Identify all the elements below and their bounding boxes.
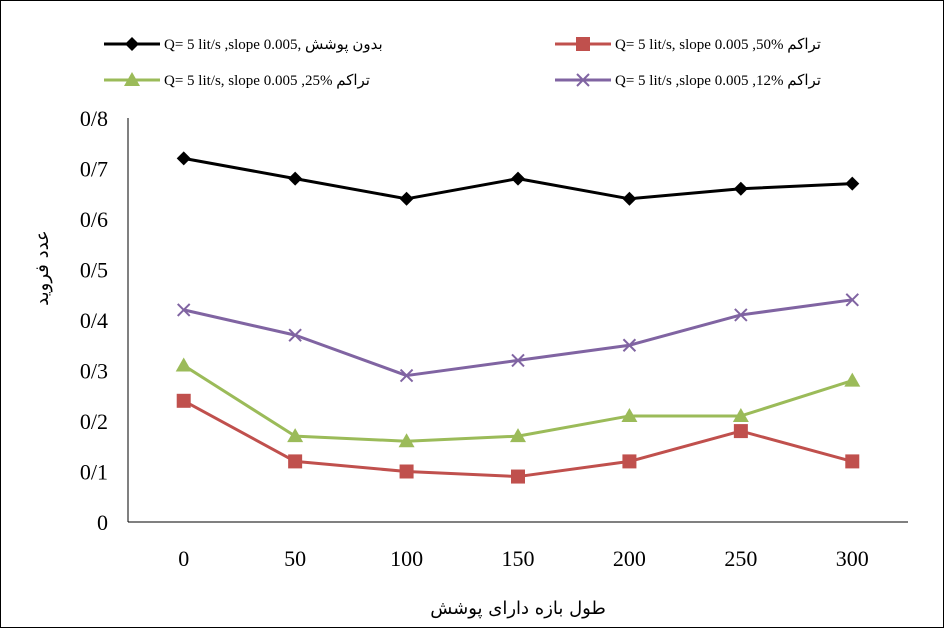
data-point bbox=[288, 328, 302, 342]
data-point bbox=[844, 372, 861, 387]
x-axis-label: طول بازه دارای پوشش bbox=[430, 598, 606, 619]
legend-marker bbox=[576, 37, 590, 51]
series-layer bbox=[175, 151, 861, 484]
axes bbox=[127, 118, 908, 523]
x-tick-label: 150 bbox=[502, 546, 535, 571]
legend-marker bbox=[576, 73, 590, 87]
series-3 bbox=[175, 357, 861, 448]
data-point bbox=[845, 454, 860, 469]
data-point bbox=[734, 308, 748, 322]
x-tick-label: 100 bbox=[390, 546, 423, 571]
x-tick-labels: 0 50 100 150 200 250 300 bbox=[178, 546, 869, 571]
y-tick-label: 0/8 bbox=[80, 106, 108, 131]
data-point bbox=[511, 353, 525, 368]
y-tick-label: 0/6 bbox=[80, 207, 108, 232]
x-tick-label: 50 bbox=[284, 546, 306, 571]
legend-item: Q= 5 lit/s, slope 0.005 ,50% تراکم bbox=[555, 37, 821, 53]
legend-item: Q= 5 lit/s, slope 0.005 ,25% تراکم bbox=[104, 72, 370, 89]
y-tick-label: 0/4 bbox=[80, 308, 108, 333]
data-point bbox=[511, 469, 525, 484]
legend: Q= 5 lit/s ,slope 0.005, بدون پوشش Q= 5 l… bbox=[104, 37, 821, 89]
x-tick-label: 0 bbox=[178, 546, 189, 571]
data-point bbox=[622, 191, 637, 206]
series-line bbox=[183, 298, 853, 378]
legend-marker bbox=[124, 72, 140, 86]
data-point bbox=[175, 357, 192, 372]
x-tick-label: 200 bbox=[613, 546, 646, 571]
legend-label: Q= 5 lit/s ,slope 0.005, بدون پوشش bbox=[164, 37, 383, 53]
series-2 bbox=[176, 393, 860, 484]
data-point bbox=[176, 393, 191, 408]
legend-marker bbox=[125, 37, 139, 51]
data-point bbox=[845, 293, 859, 307]
x-tick-label: 250 bbox=[724, 546, 757, 571]
legend-item: Q= 5 lit/s ,slope 0.005 ,12% تراکم bbox=[555, 73, 821, 89]
data-point bbox=[622, 454, 637, 469]
y-tick-label: 0/3 bbox=[80, 359, 108, 384]
data-point bbox=[621, 407, 638, 422]
data-point bbox=[733, 424, 748, 439]
legend-label: Q= 5 lit/s, slope 0.005 ,50% تراکم bbox=[615, 37, 821, 53]
data-point bbox=[399, 191, 414, 206]
y-tick-label: 0/7 bbox=[80, 157, 108, 182]
y-tick-label: 0 bbox=[97, 510, 108, 535]
data-point bbox=[399, 368, 414, 383]
data-point bbox=[288, 454, 303, 469]
data-point bbox=[511, 171, 525, 186]
data-point bbox=[733, 181, 748, 196]
data-point bbox=[177, 303, 191, 317]
data-point bbox=[845, 176, 860, 191]
x-tick-label: 300 bbox=[836, 546, 869, 571]
y-tick-labels: 0 0/1 0/2 0/3 0/4 0/5 0/6 0/7 0/8 bbox=[80, 106, 108, 535]
y-axis-label: عدد فرويد bbox=[32, 230, 53, 306]
legend-label: Q= 5 lit/s, slope 0.005 ,25% تراکم bbox=[164, 73, 370, 89]
data-point bbox=[398, 433, 415, 448]
y-tick-label: 0/5 bbox=[80, 258, 108, 283]
series-1 bbox=[176, 151, 860, 206]
legend-label: Q= 5 lit/s ,slope 0.005 ,12% تراکم bbox=[615, 73, 821, 89]
data-point bbox=[176, 151, 191, 166]
legend-item: Q= 5 lit/s ,slope 0.005, بدون پوشش bbox=[104, 37, 383, 53]
data-point bbox=[288, 171, 303, 186]
data-point bbox=[399, 464, 414, 479]
data-point bbox=[622, 338, 637, 352]
data-point bbox=[732, 407, 749, 422]
y-tick-label: 0/1 bbox=[80, 460, 108, 485]
y-tick-label: 0/2 bbox=[80, 409, 108, 434]
data-point bbox=[510, 428, 526, 443]
data-point bbox=[287, 428, 304, 443]
series-4 bbox=[177, 293, 859, 383]
